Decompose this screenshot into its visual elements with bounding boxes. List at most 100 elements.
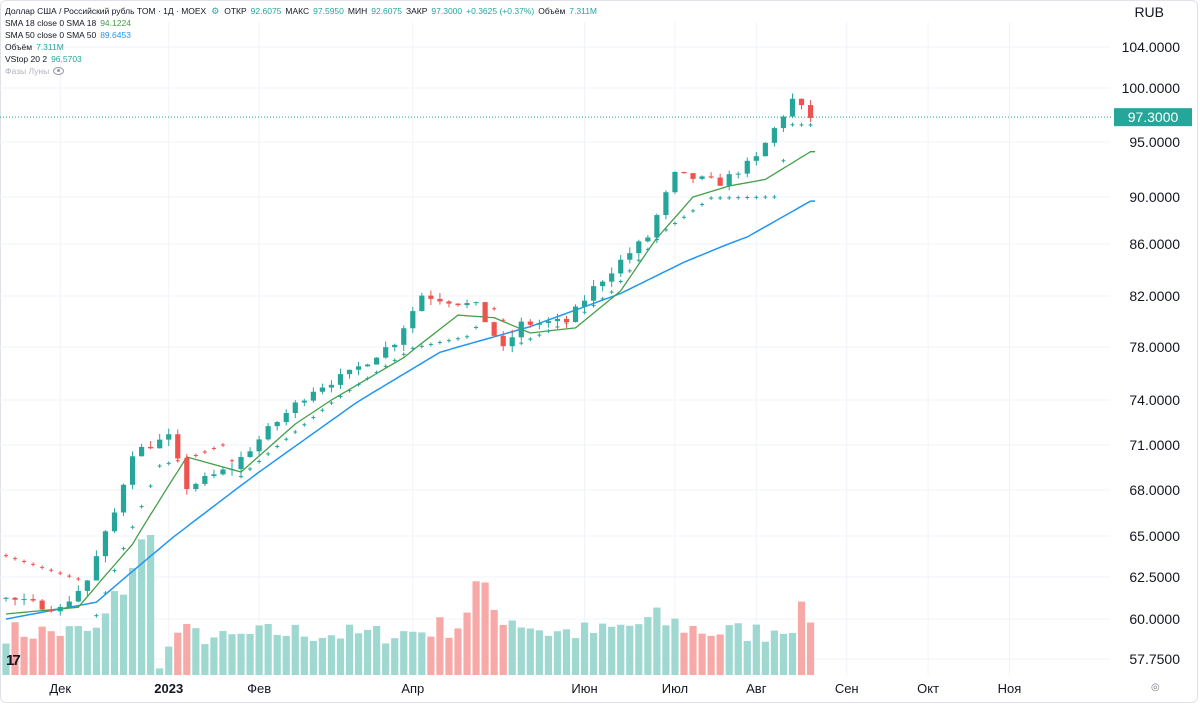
vstop-marker [645,247,650,252]
flag-icon[interactable]: ⚙ [211,6,220,16]
volume-bar [806,622,815,675]
candle-body [346,369,353,375]
y-tick-label: 78.0000 [1129,339,1180,355]
vstop-marker [636,258,641,263]
volume-bar [770,630,778,675]
candle-body [401,328,407,345]
vstop-marker [763,195,768,200]
y-tick-label: 60.0000 [1129,611,1180,627]
volume-bar [47,631,55,675]
volume-bar [761,641,769,675]
candle-body [473,302,479,304]
vstop-marker [166,461,171,466]
candle-body [39,600,45,610]
indicator-vstop[interactable]: VStop 20 2 96.5703 [5,53,597,65]
candle-body [365,364,371,367]
volume-bar [210,637,218,675]
candle-body [355,366,362,370]
indicator-moon-phases[interactable]: Фазы Луны [5,65,597,77]
candle-body [48,609,54,612]
volume-value: 7.311M [569,6,598,16]
candle-body [455,303,461,306]
candle-body [383,347,389,358]
volume-bar [418,632,426,675]
vstop-marker [266,452,271,456]
volume-bar [264,623,272,675]
volume-bar [734,623,742,675]
volume-bar [580,622,589,675]
settings-gear-icon[interactable]: ◎ [1151,682,1160,693]
vstop-marker [347,388,352,393]
volume-bar [354,633,363,675]
candle-body [274,422,280,427]
vstop-marker [257,459,262,464]
candle-body [446,301,452,304]
volume-bar [246,633,254,675]
vstop-marker [31,562,36,567]
indicator-volume[interactable]: Объём 7.311M [5,41,597,53]
vstop-marker [49,568,54,573]
sma50-line [5,200,816,620]
candle-body [30,599,36,601]
volume-bar [364,629,372,675]
vstop-marker [663,227,668,232]
indicator-sma50[interactable]: SMA 50 close 0 SMA 50 89.6453 [5,29,597,41]
y-tick-label: 68.0000 [1129,482,1180,498]
vstop-marker [329,401,334,405]
volume-bar [454,628,462,675]
vstop-marker [672,221,677,226]
hidden-eye-icon[interactable] [53,67,65,75]
indicator-vstop-value: 96.5703 [51,54,82,64]
candle-body [708,176,714,178]
volume-bar [373,625,381,675]
volume-bar [165,646,173,675]
vstop-marker [94,613,99,618]
vstop-marker [58,571,63,576]
volume-bar [2,643,10,675]
candle-body [636,241,642,254]
vstop-marker [428,342,433,347]
symbol-row: Доллар США / Российский рубль TOM · 1Д ·… [5,5,597,17]
volume-bar [608,626,616,675]
volume-bar [779,633,788,675]
vstop-marker [22,559,27,564]
candle-body [211,474,217,477]
volume-bar [689,625,697,675]
vstop-marker [220,443,225,447]
vstop-marker [745,195,750,200]
vstop-marker [239,474,244,479]
vstop-marker [193,453,198,458]
y-tick-label: 57.7500 [1129,651,1180,667]
vstop-marker [320,408,325,413]
candle-body [600,281,606,287]
currency-label[interactable]: RUB [1134,4,1164,20]
y-tick-label: 104.0000 [1122,39,1181,55]
indicator-volume-label: Объём [5,42,33,52]
tradingview-logo-icon[interactable]: 17 [6,652,21,669]
candle-body [166,434,172,440]
symbol-title[interactable]: Доллар США / Российский рубль TOM · 1Д ·… [5,6,207,16]
candle-body [437,298,443,302]
volume-bar [716,634,724,675]
indicator-sma18[interactable]: SMA 18 close 0 SMA 18 94.1224 [5,17,597,29]
vstop-marker [311,415,316,420]
vstop-marker [67,574,72,579]
vstop-marker [537,333,542,338]
volume-bar [282,636,290,675]
candle-body [220,469,226,475]
vstop-marker [302,422,307,427]
volume-bar [174,632,182,675]
candle-body [193,483,199,490]
volume-bar [400,631,408,675]
volume-bar [273,634,281,675]
volume-bar [20,636,28,675]
high-label: МАКС [285,6,310,16]
candle-body [563,318,570,323]
last-price-label: 97.3000 [1128,109,1179,125]
vstop-marker [419,344,424,349]
x-tick-label: Дек [49,681,71,696]
candle-body [518,321,524,338]
volume-bar [38,626,46,675]
